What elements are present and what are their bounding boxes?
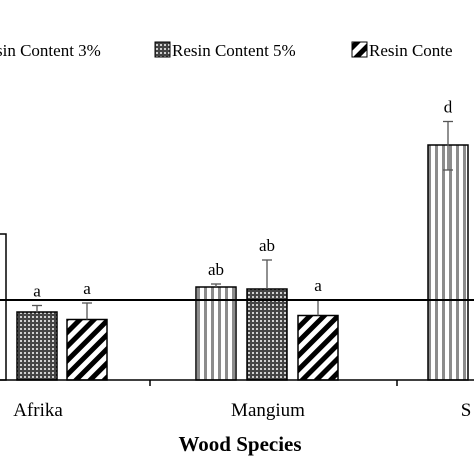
x-axis-title: Wood Species — [178, 432, 301, 456]
bar-partial-left — [0, 233, 7, 381]
significance-letter: d — [444, 98, 453, 117]
plot-area: d a a ab ab a — [0, 98, 474, 381]
bar-afrika-series-2 — [16, 311, 58, 381]
x-tick-label-s: S — [461, 400, 472, 421]
legend-label-series-2: Resin Content 5% — [172, 41, 296, 60]
significance-letter: a — [83, 279, 91, 298]
bar-mangium-series-1 — [195, 286, 237, 381]
legend: sin Content 3% Resin Content 5% Resin Co… — [0, 41, 453, 60]
bar-afrika-series-3 — [66, 318, 108, 381]
bar-s-series-1 — [427, 144, 469, 381]
bar-mangium-series-3 — [297, 314, 339, 381]
significance-letter: ab — [259, 236, 275, 255]
legend-label-series-1: sin Content 3% — [0, 41, 101, 60]
significance-letter: a — [33, 282, 41, 301]
legend-swatch-series-2 — [154, 41, 171, 58]
significance-letter: ab — [208, 260, 224, 279]
significance-letter: a — [314, 276, 322, 295]
x-tick-label-afrika: Afrika — [13, 400, 63, 421]
bar-mangium-series-2 — [246, 288, 288, 381]
x-tick-label-mangium: Mangium — [231, 400, 305, 421]
legend-label-series-3: Resin Conte — [369, 41, 453, 60]
legend-swatch-series-3 — [351, 41, 368, 58]
